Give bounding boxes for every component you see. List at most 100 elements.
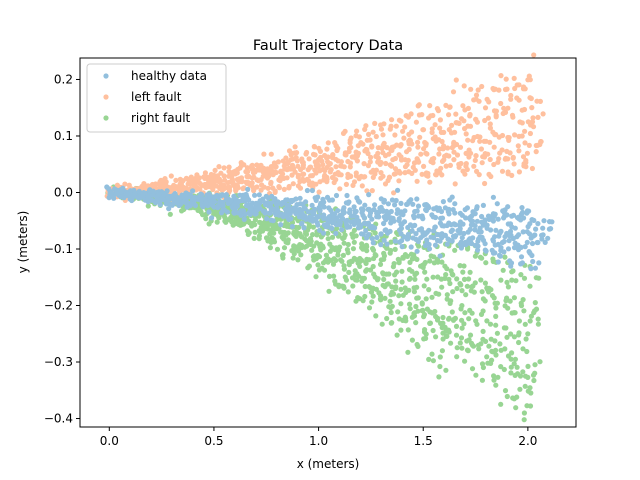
data-point — [315, 262, 321, 268]
data-point — [342, 152, 348, 158]
data-point — [436, 151, 442, 157]
data-point — [357, 255, 363, 262]
data-point — [398, 118, 404, 124]
data-point — [348, 135, 354, 141]
data-point — [392, 166, 399, 172]
data-point — [444, 292, 450, 298]
data-point — [530, 115, 536, 121]
data-point — [503, 76, 509, 82]
data-point — [257, 219, 263, 225]
data-point — [438, 276, 444, 282]
data-point — [446, 153, 452, 159]
data-point — [443, 163, 449, 169]
data-point — [295, 257, 301, 263]
data-point — [466, 316, 472, 322]
data-point — [452, 181, 458, 187]
data-point — [351, 227, 357, 233]
data-point — [300, 164, 306, 170]
data-point — [372, 171, 378, 177]
data-point — [505, 305, 511, 311]
data-point — [475, 87, 481, 93]
data-point — [343, 181, 349, 187]
data-point — [493, 322, 499, 328]
data-point — [293, 229, 299, 235]
data-point — [481, 138, 487, 144]
data-point — [245, 231, 251, 237]
data-point — [265, 185, 271, 191]
data-point — [459, 317, 465, 323]
data-point — [461, 263, 467, 269]
data-point — [316, 205, 322, 211]
data-point — [360, 298, 366, 304]
data-point — [150, 183, 156, 190]
data-point — [359, 210, 365, 216]
x-tick-label: 0.5 — [204, 434, 223, 448]
data-point — [533, 306, 540, 312]
data-point — [424, 276, 430, 282]
data-point — [346, 145, 353, 151]
data-point — [150, 188, 156, 194]
data-point — [479, 213, 485, 220]
data-point — [505, 204, 511, 210]
data-point — [310, 224, 316, 230]
data-point — [514, 364, 520, 370]
data-point — [453, 77, 459, 83]
data-point — [530, 372, 537, 378]
data-point — [489, 293, 496, 299]
data-point — [322, 152, 328, 159]
data-point — [387, 298, 393, 304]
data-point — [498, 401, 504, 407]
data-point — [281, 236, 287, 242]
data-point — [272, 226, 278, 232]
data-point — [410, 223, 416, 229]
data-point — [408, 244, 414, 250]
data-point — [267, 231, 273, 237]
data-point — [456, 161, 462, 167]
data-point — [474, 119, 480, 125]
data-point — [223, 219, 229, 225]
data-point — [501, 366, 507, 373]
data-point — [216, 176, 222, 182]
data-point — [367, 210, 374, 216]
data-point — [230, 181, 236, 187]
data-point — [396, 178, 402, 184]
data-point — [309, 173, 315, 179]
data-point — [507, 298, 513, 304]
data-point — [206, 191, 212, 197]
data-point — [420, 127, 426, 133]
data-point — [491, 377, 497, 383]
data-point — [210, 186, 216, 193]
data-point — [435, 108, 441, 114]
data-point — [440, 314, 446, 321]
data-point — [337, 220, 343, 226]
data-point — [502, 109, 509, 115]
data-point — [533, 226, 539, 232]
data-point — [316, 145, 322, 151]
data-point — [227, 198, 233, 204]
data-point — [368, 154, 374, 160]
data-point — [295, 172, 301, 178]
data-point — [409, 129, 415, 135]
data-point — [111, 195, 117, 201]
data-point — [202, 181, 208, 188]
data-point — [417, 134, 423, 140]
data-point — [510, 155, 516, 161]
data-point — [402, 124, 408, 130]
data-point — [369, 223, 375, 230]
data-point — [495, 241, 501, 247]
data-point — [339, 227, 345, 233]
data-point — [399, 268, 405, 274]
data-point — [258, 162, 264, 168]
data-point — [326, 214, 332, 220]
data-point — [505, 284, 511, 290]
data-point — [324, 179, 330, 185]
data-point — [516, 169, 523, 175]
data-point — [180, 184, 186, 190]
data-point — [214, 219, 220, 225]
data-point — [447, 162, 453, 168]
data-point — [252, 192, 258, 198]
data-point — [340, 252, 346, 258]
data-point — [202, 175, 208, 181]
data-point — [419, 301, 425, 307]
data-point — [451, 157, 457, 163]
